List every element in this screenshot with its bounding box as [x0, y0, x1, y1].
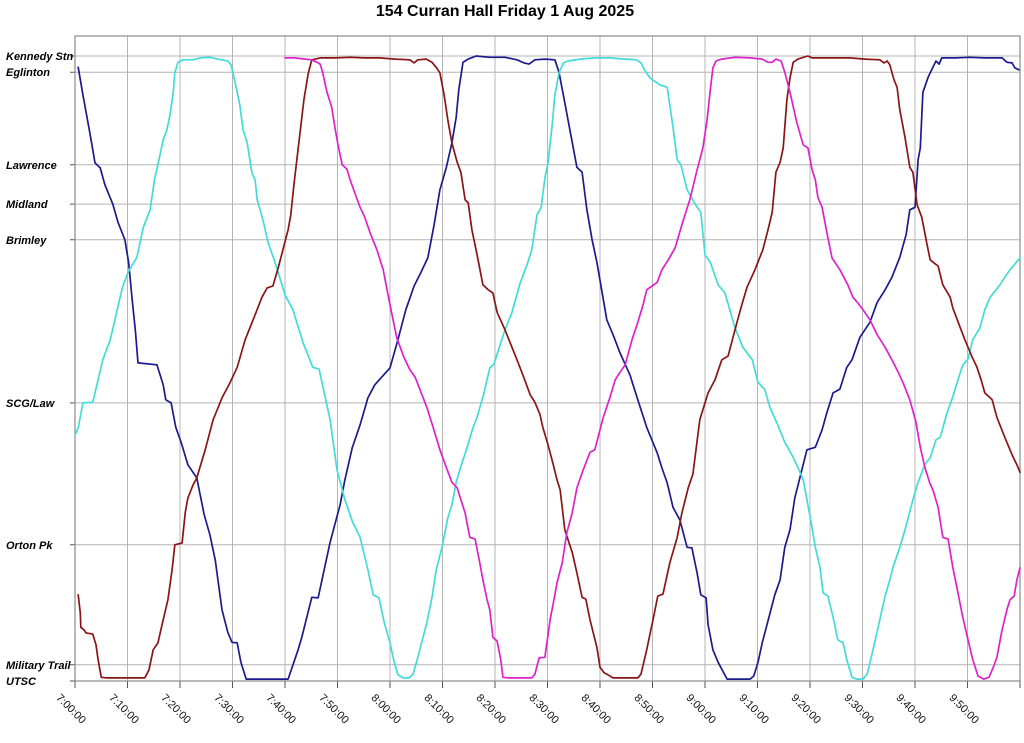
station-label: UTSC	[6, 676, 36, 688]
trajectory-dark-blue-run	[77, 55, 1020, 680]
trajectory-cyan-run	[74, 56, 1021, 680]
station-label: SCG/Law	[6, 397, 55, 410]
station-label: Orton Pk	[6, 539, 53, 552]
station-label: Midland	[6, 199, 48, 212]
trajectory-magenta-run	[284, 56, 1021, 680]
chart-title: 154 Curran Hall Friday 1 Aug 2025	[375, 3, 635, 20]
station-label: Kennedy Stn	[6, 51, 74, 63]
station-label: Military Trail	[6, 659, 71, 672]
plot-border	[74, 35, 1021, 682]
station-label: Lawrence	[6, 159, 57, 172]
station-label: Eglinton	[6, 67, 50, 80]
station-label: Brimley	[6, 234, 47, 247]
grid	[70, 36, 1021, 688]
trajectory-dark-red-run	[77, 55, 1021, 679]
